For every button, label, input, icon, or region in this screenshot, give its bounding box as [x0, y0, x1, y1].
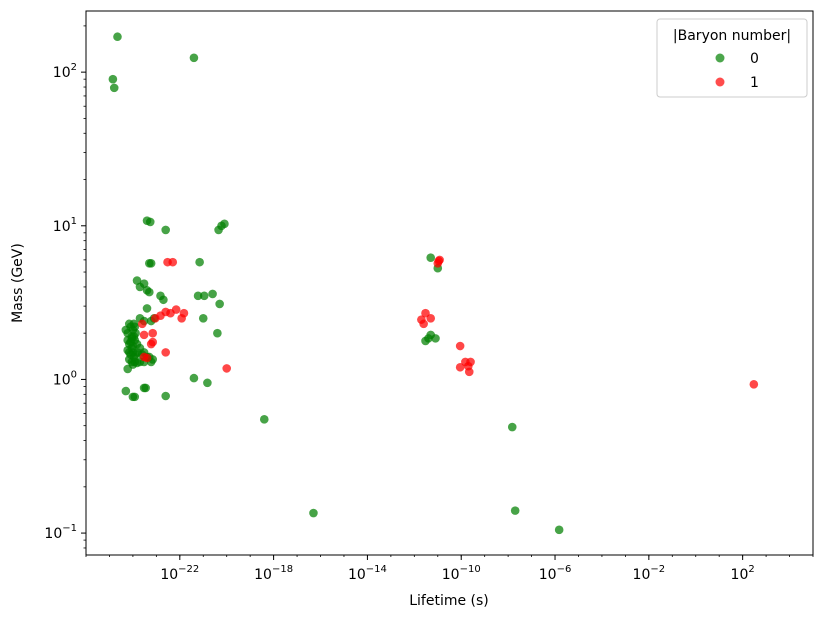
point-series-1 — [419, 319, 428, 329]
point-series-0 — [208, 289, 217, 299]
point-series-0 — [161, 391, 170, 401]
point-series-1 — [464, 367, 474, 377]
x-axis: 10−22 10−18 10−14 10−10 10−6 10−2 102 — [85, 555, 814, 583]
point-series-1 — [137, 319, 147, 329]
x-tick-label: 10−2 — [633, 564, 666, 583]
x-tick-label: 10−18 — [254, 564, 293, 583]
point-series-0 — [309, 508, 318, 518]
legend: |Baryon number| 0 1 — [656, 18, 808, 98]
point-series-1 — [749, 379, 759, 389]
point-series-1 — [161, 348, 170, 357]
legend-title: |Baryon number| — [673, 28, 791, 44]
point-series-1 — [139, 330, 149, 340]
point-series-0 — [199, 291, 209, 301]
point-series-0 — [431, 334, 440, 343]
y-tick-label: 10−1 — [44, 523, 77, 542]
point-series-0 — [426, 253, 436, 262]
legend-marker-series-1 — [715, 77, 725, 87]
point-series-0 — [220, 219, 229, 229]
point-series-0 — [189, 373, 199, 383]
y-tick-label: 101 — [53, 216, 77, 235]
legend-label-series-1: 1 — [750, 75, 759, 91]
point-series-0 — [142, 304, 152, 313]
point-series-0 — [195, 257, 204, 267]
plot-frame — [85, 10, 814, 556]
point-series-0 — [510, 506, 520, 515]
legend-label-series-0: 0 — [750, 51, 759, 67]
point-series-1 — [466, 357, 475, 367]
point-series-0 — [130, 322, 140, 332]
point-series-1 — [455, 341, 465, 351]
y-axis-label: Mass (GeV) — [10, 243, 26, 323]
legend-box — [656, 18, 808, 98]
point-series-1 — [148, 328, 158, 338]
point-series-0 — [109, 83, 119, 93]
point-series-1 — [435, 255, 444, 265]
x-tick-label: 10−14 — [348, 564, 387, 583]
point-series-0 — [139, 279, 149, 288]
point-series-0 — [121, 386, 131, 396]
point-series-1 — [150, 313, 160, 323]
point-series-1 — [171, 305, 181, 314]
point-series-0 — [259, 415, 269, 424]
point-series-1 — [142, 353, 152, 363]
point-series-0 — [146, 259, 156, 268]
point-series-1 — [426, 313, 436, 323]
points-layer — [108, 32, 759, 535]
x-tick-label: 10−10 — [442, 564, 481, 583]
x-tick-label: 10−6 — [539, 564, 572, 583]
point-series-0 — [215, 299, 224, 309]
point-series-0 — [213, 328, 222, 338]
point-series-0 — [159, 295, 168, 305]
point-series-0 — [123, 364, 132, 374]
y-axis: 10−1 100 101 102 — [44, 25, 86, 549]
point-series-0 — [108, 74, 118, 84]
point-series-0 — [113, 32, 122, 42]
point-series-0 — [130, 392, 140, 402]
y-tick-label: 100 — [53, 369, 77, 388]
x-tick-label: 102 — [731, 564, 755, 583]
point-series-1 — [222, 364, 232, 373]
point-series-1 — [179, 308, 189, 318]
point-series-0 — [189, 53, 199, 63]
point-series-0 — [145, 217, 155, 227]
point-series-0 — [203, 378, 212, 388]
point-series-0 — [507, 422, 517, 432]
point-series-0 — [141, 383, 150, 393]
point-series-1 — [455, 362, 465, 372]
x-axis-label: Lifetime (s) — [409, 593, 489, 609]
point-series-0 — [145, 287, 154, 297]
point-series-1 — [168, 257, 178, 267]
x-tick-label: 10−22 — [160, 564, 199, 583]
y-tick-label: 102 — [53, 62, 77, 81]
point-series-1 — [148, 337, 158, 347]
point-series-0 — [193, 291, 203, 301]
point-series-0 — [198, 313, 208, 323]
legend-marker-series-0 — [715, 53, 725, 63]
point-series-0 — [554, 525, 564, 535]
point-series-0 — [161, 225, 170, 235]
